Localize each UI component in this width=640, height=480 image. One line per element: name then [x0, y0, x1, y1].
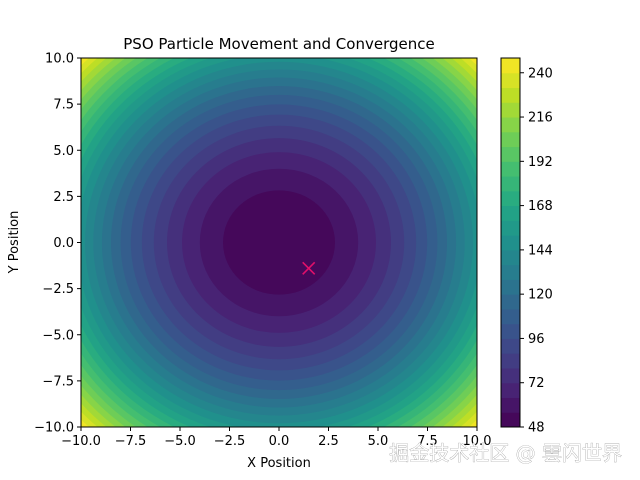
colorbar-tick-label: 48	[528, 421, 545, 436]
colorbar-band	[501, 294, 520, 310]
colorbar-band	[501, 279, 520, 295]
colorbar-band	[501, 190, 520, 207]
colorbar-tick-label: 96	[528, 332, 545, 347]
x-axis-label: X Position	[247, 456, 311, 471]
colorbar-band	[501, 264, 520, 280]
colorbar-band	[501, 249, 520, 266]
y-axis-ticks: −10.0 −7.5 −5.0 −2.5 0.0 2.5 5.0 7.5 10.0	[34, 52, 81, 436]
colorbar-band	[501, 176, 520, 192]
colorbar	[501, 58, 520, 428]
colorbar-band	[501, 146, 520, 162]
colorbar-band	[501, 235, 520, 251]
y-tick-label: 2.5	[53, 190, 74, 205]
colorbar-band	[501, 205, 520, 221]
colorbar-band	[501, 308, 520, 325]
y-tick-label: 0.0	[53, 236, 74, 251]
x-tick-label: −5.0	[164, 434, 196, 449]
x-axis-ticks: −10.0 −7.5 −5.0 −2.5 0.0 2.5 5.0 7.5 10.0	[61, 427, 491, 449]
colorbar-tick-label: 168	[528, 199, 553, 214]
colorbar-band	[501, 323, 520, 339]
x-tick-label: −10.0	[61, 434, 101, 449]
colorbar-band	[501, 382, 520, 398]
best-position-marker	[302, 261, 316, 275]
colorbar-band	[501, 72, 520, 89]
x-tick-label: 7.5	[417, 434, 438, 449]
colorbar-tick-label: 72	[528, 376, 545, 391]
colorbar-band	[501, 87, 520, 103]
chart-title: PSO Particle Movement and Convergence	[123, 35, 434, 53]
y-tick-label: 7.5	[53, 98, 74, 113]
colorbar-band	[501, 161, 520, 177]
colorbar-band	[501, 338, 520, 354]
x-tick-label: 5.0	[368, 434, 389, 449]
y-axis-label: Y Position	[7, 211, 22, 275]
colorbar-band	[501, 412, 520, 428]
y-tick-label: −5.0	[42, 328, 74, 343]
colorbar-tick-label: 216	[528, 111, 553, 126]
colorbar-band	[501, 117, 520, 133]
colorbar-band	[501, 102, 520, 118]
colorbar-band	[501, 367, 520, 384]
contour-band	[222, 190, 336, 295]
colorbar-tick-label: 192	[528, 155, 553, 170]
y-tick-label: −10.0	[34, 421, 74, 436]
colorbar-tick-label: 120	[528, 288, 553, 303]
colorbar-ticks: 48 72 96 120 144 168 192 216 240	[520, 66, 553, 436]
y-tick-label: −7.5	[42, 374, 74, 389]
x-tick-label: −2.5	[214, 434, 246, 449]
y-tick-label: 10.0	[45, 52, 74, 67]
colorbar-band	[501, 397, 520, 413]
x-tick-label: 2.5	[318, 434, 339, 449]
colorbar-tick-label: 144	[528, 243, 553, 258]
x-tick-label: −7.5	[115, 434, 147, 449]
colorbar-band	[501, 58, 520, 74]
colorbar-band	[501, 131, 520, 148]
colorbar-frame	[500, 57, 521, 428]
y-tick-label: 5.0	[53, 144, 74, 159]
colorbar-tick-label: 240	[528, 66, 553, 81]
x-tick-label: 10.0	[463, 434, 492, 449]
colorbar-band	[501, 220, 520, 236]
marker-stroke	[302, 261, 316, 275]
colorbar-band	[501, 353, 520, 369]
watermark: 掘金技术社区 @ 雲闪世界	[389, 441, 622, 465]
x-tick-label: 0.0	[269, 434, 290, 449]
contour-surface	[81, 58, 477, 427]
y-tick-label: −2.5	[42, 282, 74, 297]
